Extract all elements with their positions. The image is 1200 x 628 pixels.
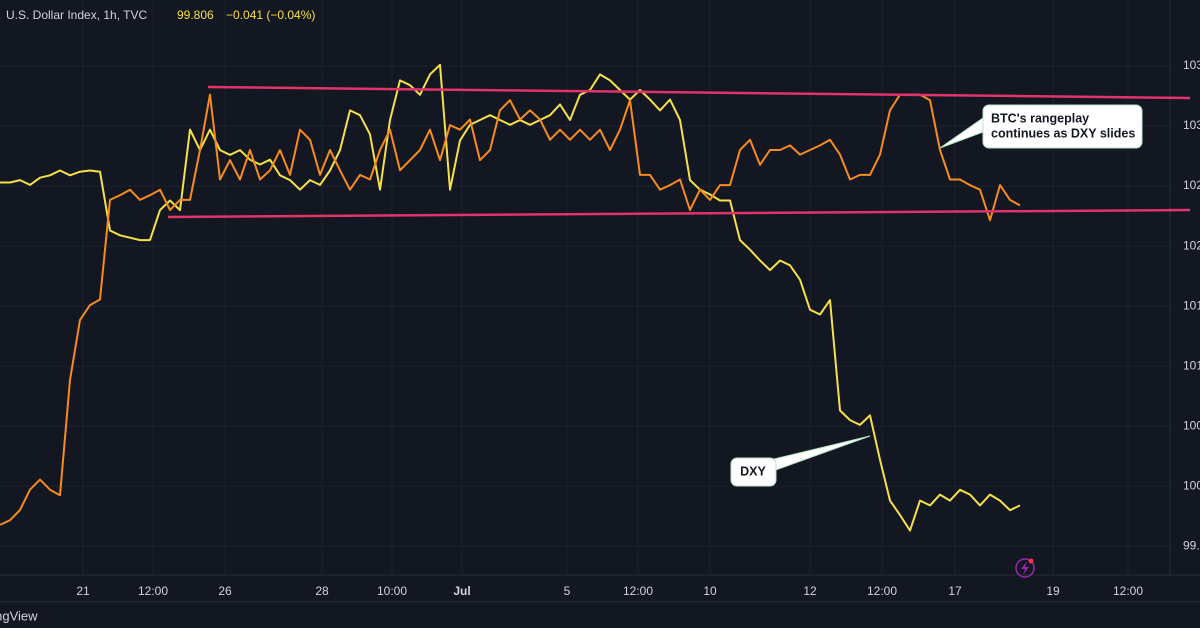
alert-icon[interactable] [1015,558,1035,578]
series-line [0,93,1021,526]
y-tick-label: 100 [1183,478,1200,492]
x-tick-label: 17 [948,584,962,598]
watermark: TradingView [0,608,38,623]
x-tick-label: 26 [218,584,232,598]
callout-text: BTC's rangeplay [991,111,1089,125]
x-tick-label: Jul [453,584,470,598]
y-tick-label: 101.5 [1183,298,1200,312]
y-tick-label: 99.5 [1183,538,1200,552]
price-change: −0.041 (−0.04%) [226,8,315,22]
x-tick-label: 10:00 [377,584,407,598]
range-bottom-line [167,208,1191,219]
x-tick-label: 5 [564,584,571,598]
y-tick-label: 103.5 [1183,58,1200,72]
x-tick-label: 12:00 [1113,584,1143,598]
symbol-title: U.S. Dollar Index, 1h, TVC [6,8,148,22]
series-layer [0,63,1021,532]
x-tick-label: 21 [76,584,90,598]
y-tick-label: 101 [1183,358,1200,372]
y-tick-label: 100.5 [1183,418,1200,432]
x-tick-label: 10 [703,584,717,598]
series-line [0,63,1021,532]
y-tick-label: 103 [1183,118,1200,132]
callout-text: continues as DXY slides [991,126,1135,140]
footer [0,602,1200,628]
last-price: 99.806 [177,8,214,22]
grid [0,0,1170,575]
dxy-callout: DXY [730,435,871,487]
x-tick-label: 12:00 [867,584,897,598]
y-tick-label: 102.5 [1183,178,1200,192]
x-tick-label: 28 [315,584,329,598]
x-tick-label: 12:00 [138,584,168,598]
x-tick-label: 12 [803,584,817,598]
x-tick-label: 12:00 [623,584,653,598]
range-top-line [207,85,1191,100]
callout-box [730,457,777,487]
callout-text: DXY [740,464,766,478]
y-tick-label: 102 [1183,238,1200,252]
x-tick-label: 19 [1046,584,1060,598]
callout-box [982,104,1143,149]
btc-callout: BTC's rangeplay continues as DXY slides [939,104,1143,149]
